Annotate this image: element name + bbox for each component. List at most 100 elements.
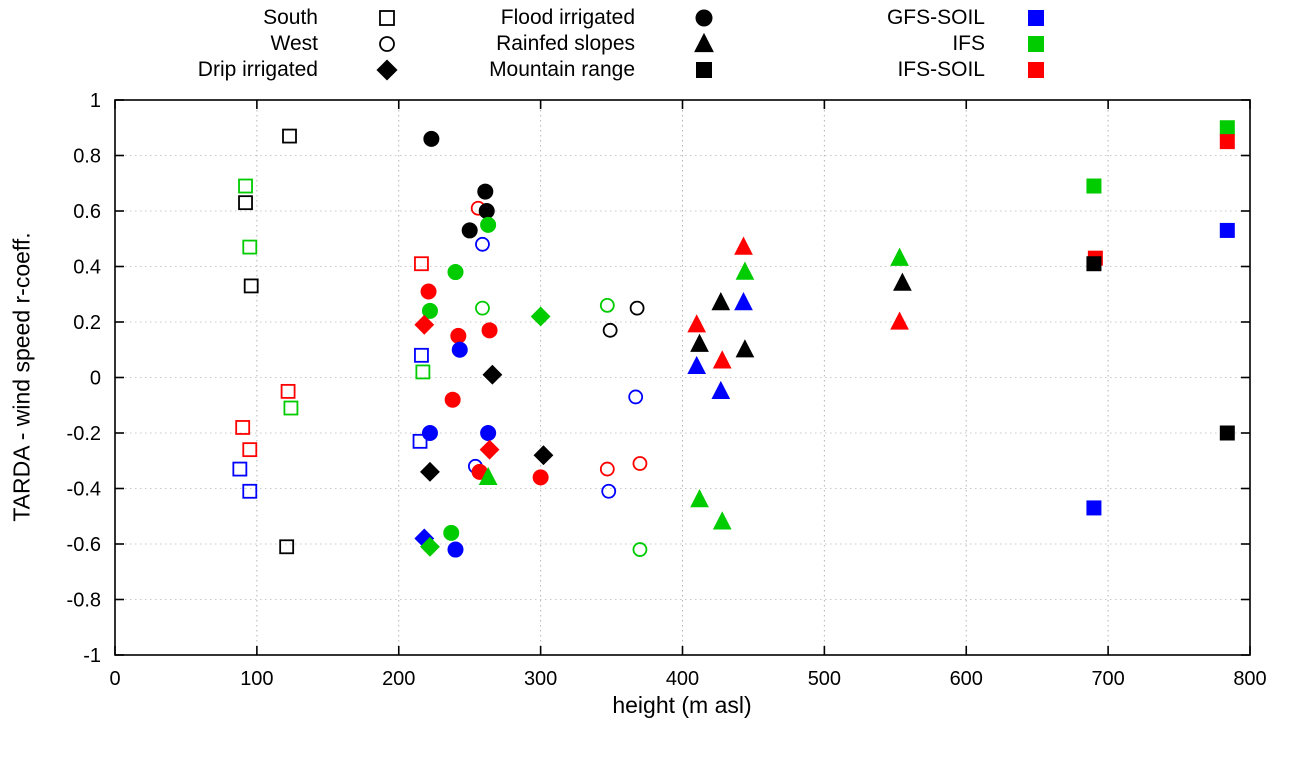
x-tick-label: 700 xyxy=(1091,668,1124,690)
legend-label: GFS-SOIL xyxy=(886,6,985,29)
point-triangle-filled-black xyxy=(735,339,755,358)
point-triangle-filled-blue xyxy=(687,355,707,375)
point-diamond-filled-red xyxy=(414,314,435,335)
point-diamond-filled-black xyxy=(533,445,554,466)
point-diamond-filled-black xyxy=(482,364,503,385)
legend-label: Mountain range xyxy=(489,58,635,81)
point-square-open-green xyxy=(242,239,258,255)
point-triangle-filled-green xyxy=(890,247,909,266)
legend-label: West xyxy=(270,32,318,55)
point-triangle-filled-blue xyxy=(734,292,753,311)
point-square-open-red xyxy=(414,256,429,272)
x-axis-label: height (m asl) xyxy=(612,692,752,718)
point-triangle-filled-black xyxy=(893,272,912,291)
point-circle-open-black xyxy=(602,322,618,338)
point-circle-filled-red xyxy=(444,391,461,408)
y-tick-label: -0.4 xyxy=(67,479,101,501)
point-circle-filled-black xyxy=(423,130,440,147)
point-circle-filled-black xyxy=(478,203,495,219)
point-diamond-filled-black xyxy=(420,461,440,482)
point-triangle-filled-green xyxy=(712,511,732,530)
legend-marker-mountain-range-icon xyxy=(696,62,712,78)
legend-marker-flood-irrigated-icon xyxy=(695,9,713,27)
point-triangle-filled-black xyxy=(690,333,709,352)
point-diamond-filled-green xyxy=(530,306,551,327)
point-circle-open-blue xyxy=(601,483,617,499)
y-tick-label: 0 xyxy=(90,368,101,390)
point-circle-open-green xyxy=(475,300,490,316)
point-triangle-filled-red xyxy=(687,314,707,333)
point-square-open-red xyxy=(242,442,258,458)
point-circle-filled-black xyxy=(477,183,494,200)
legend-label: IFS-SOIL xyxy=(897,58,985,81)
point-circle-open-green xyxy=(599,297,615,313)
x-tick-label: 600 xyxy=(950,668,983,690)
point-square-open-red xyxy=(235,420,251,435)
point-square-open-black xyxy=(282,128,297,144)
point-triangle-filled-black xyxy=(711,292,731,311)
y-tick-label: -0.6 xyxy=(67,534,101,556)
point-triangle-filled-green xyxy=(478,466,498,486)
point-square-open-black xyxy=(279,539,295,555)
x-tick-label: 800 xyxy=(1233,668,1266,690)
legend-label: Flood irrigated xyxy=(500,6,635,29)
y-tick-label: -0.8 xyxy=(67,590,101,612)
point-square-filled-green xyxy=(1219,120,1235,136)
point-square-open-green xyxy=(283,400,299,416)
point-square-open-blue xyxy=(412,433,428,449)
legend-label: IFS xyxy=(952,32,985,55)
point-triangle-filled-red xyxy=(712,350,732,369)
legend-marker-drip-irrigated-icon xyxy=(376,59,398,81)
point-diamond-filled-blue xyxy=(414,528,435,549)
legend-label: Drip irrigated xyxy=(197,58,318,81)
legend-column-sites-2: Flood irrigated Rainfed slopes Mountain ra… xyxy=(358,5,715,83)
point-square-open-blue xyxy=(232,461,248,477)
point-circle-open-black xyxy=(629,300,645,316)
legend-marker-gfs-soil-icon xyxy=(1028,10,1044,26)
legend-column-sites-1: South West Drip irrigated xyxy=(38,5,398,83)
point-circle-filled-red xyxy=(450,327,467,344)
x-tick-label: 500 xyxy=(808,668,841,690)
point-circle-filled-black xyxy=(461,222,478,239)
point-circle-open-blue xyxy=(475,236,490,252)
y-tick-label: 0.2 xyxy=(73,312,101,334)
y-tick-label: 1 xyxy=(90,90,101,112)
point-circle-filled-blue xyxy=(451,341,468,358)
point-circle-open-red xyxy=(632,456,648,471)
point-square-filled-blue xyxy=(1219,222,1235,238)
point-circle-open-green xyxy=(632,542,648,557)
point-triangle-filled-red xyxy=(734,236,753,255)
point-circle-open-blue xyxy=(628,389,644,405)
legend-item-ifs: IFS xyxy=(770,31,1047,57)
point-circle-filled-red xyxy=(532,469,549,486)
legend-item-ifs-soil: IFS-SOIL xyxy=(770,57,1047,83)
y-tick-label: 0.4 xyxy=(73,257,101,279)
x-tick-label: 0 xyxy=(109,668,120,690)
point-circle-filled-green xyxy=(480,216,497,233)
y-tick-label: 0.8 xyxy=(73,146,101,168)
point-triangle-filled-blue xyxy=(711,380,731,400)
legend-item-south: South xyxy=(38,5,398,31)
x-tick-label: 400 xyxy=(666,668,699,690)
x-tick-label: 100 xyxy=(240,668,273,690)
legend-marker-ifs-icon xyxy=(1028,36,1044,52)
point-square-open-green xyxy=(415,364,431,380)
legend-marker-ifs-soil-icon xyxy=(1028,62,1044,78)
legend-column-models: GFS-SOIL IFS IFS-SOIL xyxy=(770,5,1047,83)
x-tick-label: 300 xyxy=(524,668,557,690)
point-triangle-filled-green xyxy=(690,489,709,508)
point-circle-filled-green xyxy=(421,302,438,319)
legend-item-gfs-soil: GFS-SOIL xyxy=(770,5,1047,31)
x-tick-label: 200 xyxy=(382,668,415,690)
legend-item-west: West xyxy=(38,31,398,57)
point-square-open-green xyxy=(238,178,253,194)
point-square-filled-green xyxy=(1086,178,1102,194)
point-circle-filled-red xyxy=(481,322,498,339)
point-square-open-black xyxy=(243,278,259,294)
point-square-open-black xyxy=(238,195,253,211)
point-circle-filled-green xyxy=(443,524,460,541)
point-circle-filled-blue xyxy=(480,425,497,441)
point-circle-filled-green xyxy=(447,264,464,281)
